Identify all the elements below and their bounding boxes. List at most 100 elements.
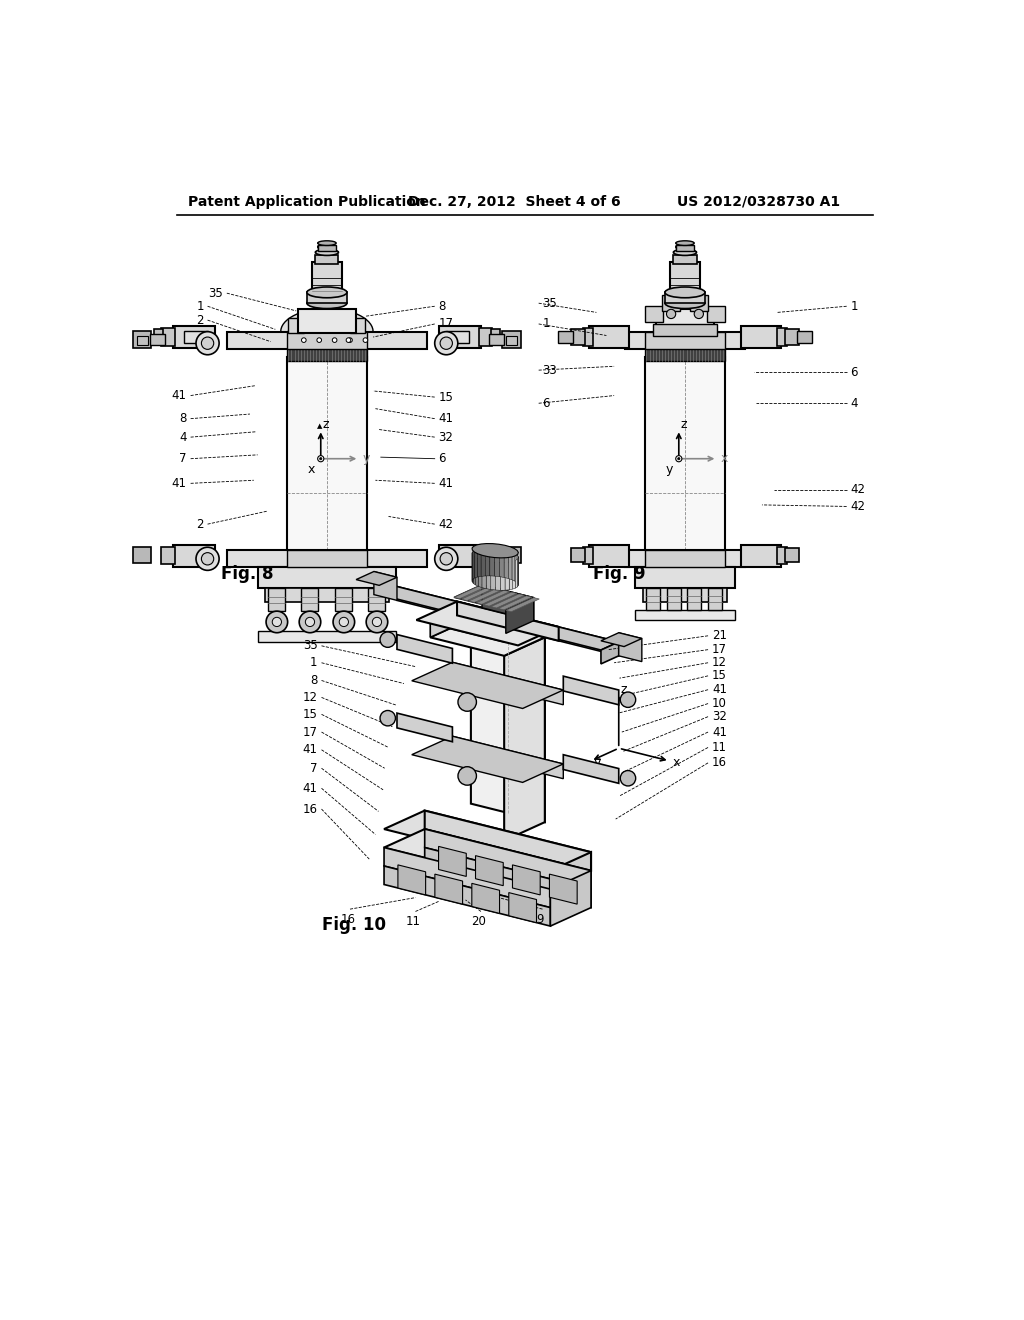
Text: 10: 10 bbox=[712, 697, 727, 710]
Polygon shape bbox=[506, 598, 540, 611]
Circle shape bbox=[196, 548, 219, 570]
Polygon shape bbox=[478, 558, 482, 587]
Circle shape bbox=[367, 611, 388, 632]
Polygon shape bbox=[495, 548, 500, 577]
Bar bbox=[645, 358, 725, 595]
Polygon shape bbox=[504, 549, 508, 578]
Polygon shape bbox=[472, 544, 518, 558]
Text: 41: 41 bbox=[303, 743, 317, 756]
Polygon shape bbox=[550, 871, 591, 927]
Text: 35: 35 bbox=[208, 286, 223, 300]
Text: 42: 42 bbox=[851, 500, 865, 513]
Text: 15: 15 bbox=[712, 669, 727, 682]
Bar bbox=[777, 327, 786, 346]
Polygon shape bbox=[477, 549, 481, 577]
Text: z: z bbox=[621, 684, 627, 696]
Polygon shape bbox=[482, 585, 534, 620]
Bar bbox=[668, 589, 681, 610]
Polygon shape bbox=[356, 572, 397, 585]
Text: 8: 8 bbox=[310, 675, 317, 686]
Bar bbox=[635, 610, 735, 620]
Polygon shape bbox=[412, 737, 563, 783]
Text: 16: 16 bbox=[340, 913, 355, 927]
Text: 35: 35 bbox=[543, 297, 557, 310]
Ellipse shape bbox=[307, 286, 347, 298]
Text: z: z bbox=[323, 418, 329, 432]
Bar bbox=[478, 327, 493, 346]
Circle shape bbox=[319, 458, 322, 459]
Polygon shape bbox=[550, 853, 591, 890]
Bar bbox=[635, 566, 735, 589]
Polygon shape bbox=[384, 829, 591, 890]
Circle shape bbox=[333, 611, 354, 632]
Polygon shape bbox=[430, 619, 545, 656]
Bar bbox=[490, 330, 500, 345]
Text: y: y bbox=[594, 756, 601, 770]
Bar bbox=[133, 548, 152, 562]
Text: 2: 2 bbox=[197, 517, 204, 531]
Circle shape bbox=[202, 337, 214, 350]
Circle shape bbox=[364, 338, 368, 342]
Circle shape bbox=[678, 458, 680, 459]
Circle shape bbox=[380, 632, 395, 647]
Bar bbox=[335, 589, 351, 611]
Bar bbox=[741, 545, 781, 566]
Bar bbox=[301, 589, 317, 611]
Bar bbox=[226, 331, 427, 348]
Bar bbox=[670, 263, 700, 294]
Bar bbox=[438, 326, 481, 348]
Polygon shape bbox=[618, 632, 642, 661]
Polygon shape bbox=[473, 556, 475, 585]
Polygon shape bbox=[545, 623, 618, 656]
Text: Dec. 27, 2012  Sheet 4 of 6: Dec. 27, 2012 Sheet 4 of 6 bbox=[408, 194, 621, 209]
Bar bbox=[317, 244, 336, 251]
Polygon shape bbox=[397, 586, 471, 619]
Polygon shape bbox=[462, 586, 495, 601]
Circle shape bbox=[435, 331, 458, 355]
Circle shape bbox=[621, 692, 636, 708]
Polygon shape bbox=[473, 550, 475, 579]
Text: 6: 6 bbox=[543, 397, 550, 409]
Bar bbox=[173, 326, 215, 348]
Polygon shape bbox=[454, 585, 487, 599]
Bar bbox=[311, 263, 342, 294]
Bar bbox=[584, 327, 593, 346]
Text: 17: 17 bbox=[303, 726, 317, 739]
Bar bbox=[645, 347, 725, 360]
Ellipse shape bbox=[676, 243, 694, 251]
Text: 41: 41 bbox=[303, 781, 317, 795]
Ellipse shape bbox=[315, 249, 339, 256]
Bar bbox=[478, 548, 493, 564]
Text: 41: 41 bbox=[712, 726, 727, 739]
Text: US 2012/0328730 A1: US 2012/0328730 A1 bbox=[677, 194, 841, 209]
Text: 9: 9 bbox=[537, 913, 544, 927]
Circle shape bbox=[676, 455, 682, 462]
Bar bbox=[503, 331, 521, 348]
Polygon shape bbox=[501, 562, 505, 590]
Circle shape bbox=[694, 309, 703, 318]
Bar bbox=[797, 331, 812, 343]
Text: Fig. 9: Fig. 9 bbox=[593, 565, 645, 583]
Circle shape bbox=[317, 455, 324, 462]
Text: 1: 1 bbox=[851, 300, 858, 313]
Bar bbox=[289, 318, 304, 333]
Text: 6: 6 bbox=[851, 366, 858, 379]
Ellipse shape bbox=[665, 286, 705, 298]
Bar bbox=[676, 244, 694, 251]
Bar bbox=[646, 589, 660, 610]
Polygon shape bbox=[512, 865, 541, 895]
Bar bbox=[785, 548, 799, 562]
Polygon shape bbox=[425, 810, 591, 871]
Circle shape bbox=[266, 611, 288, 632]
Text: Patent Application Publication: Patent Application Publication bbox=[188, 194, 426, 209]
Bar bbox=[162, 327, 175, 346]
Polygon shape bbox=[513, 561, 515, 589]
Polygon shape bbox=[563, 755, 618, 783]
Ellipse shape bbox=[674, 249, 696, 256]
Text: 1: 1 bbox=[310, 656, 317, 669]
Polygon shape bbox=[481, 548, 485, 577]
Text: 17: 17 bbox=[712, 643, 727, 656]
Polygon shape bbox=[550, 874, 578, 904]
Bar bbox=[707, 306, 725, 322]
Circle shape bbox=[621, 771, 636, 785]
